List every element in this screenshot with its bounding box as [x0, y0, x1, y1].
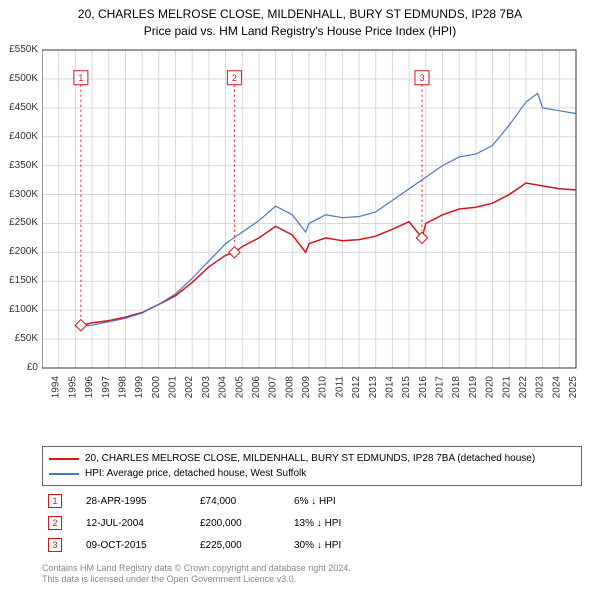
footer-line-2: This data is licensed under the Open Gov… — [42, 574, 351, 586]
y-tick-label: £500K — [9, 73, 38, 84]
sale-date: 12-JUL-2004 — [86, 518, 176, 529]
svg-text:2020: 2020 — [485, 376, 496, 399]
svg-text:2014: 2014 — [384, 376, 395, 399]
title-line-1: 20, CHARLES MELROSE CLOSE, MILDENHALL, B… — [0, 6, 600, 23]
svg-text:1999: 1999 — [134, 376, 145, 399]
sale-marker-icon: 1 — [48, 494, 62, 508]
legend-item-property: 20, CHARLES MELROSE CLOSE, MILDENHALL, B… — [49, 451, 575, 466]
svg-text:2019: 2019 — [468, 376, 479, 399]
y-tick-label: £50K — [15, 333, 38, 344]
y-tick-label: £150K — [9, 275, 38, 286]
legend-label-property: 20, CHARLES MELROSE CLOSE, MILDENHALL, B… — [85, 451, 535, 466]
sale-date: 09-OCT-2015 — [86, 540, 176, 551]
sale-price: £225,000 — [200, 540, 270, 551]
sale-pct: 30% ↓ HPI — [294, 540, 384, 551]
chart-title: 20, CHARLES MELROSE CLOSE, MILDENHALL, B… — [0, 0, 600, 40]
svg-text:2017: 2017 — [435, 376, 446, 399]
y-tick-label: £250K — [9, 217, 38, 228]
y-tick-label: £100K — [9, 304, 38, 315]
svg-text:2010: 2010 — [318, 376, 329, 399]
svg-text:2011: 2011 — [334, 376, 345, 398]
svg-text:2001: 2001 — [168, 376, 179, 399]
sales-table: 1 28-APR-1995 £74,000 6% ↓ HPI 2 12-JUL-… — [42, 490, 582, 556]
svg-text:2009: 2009 — [301, 376, 312, 399]
svg-text:2015: 2015 — [401, 376, 412, 399]
footer-line-1: Contains HM Land Registry data © Crown c… — [42, 563, 351, 575]
footer: Contains HM Land Registry data © Crown c… — [42, 563, 351, 586]
chart-container: 20, CHARLES MELROSE CLOSE, MILDENHALL, B… — [0, 0, 600, 590]
table-row: 1 28-APR-1995 £74,000 6% ↓ HPI — [42, 490, 582, 512]
svg-text:1994: 1994 — [51, 376, 62, 399]
svg-text:1993: 1993 — [42, 376, 45, 399]
svg-text:2002: 2002 — [184, 376, 195, 399]
svg-text:1997: 1997 — [101, 376, 112, 399]
svg-text:2005: 2005 — [234, 376, 245, 399]
svg-text:2021: 2021 — [501, 376, 512, 399]
y-tick-label: £200K — [9, 246, 38, 257]
svg-text:1995: 1995 — [67, 376, 78, 399]
sale-pct: 13% ↓ HPI — [294, 518, 384, 529]
legend-item-hpi: HPI: Average price, detached house, West… — [49, 466, 575, 481]
table-row: 3 09-OCT-2015 £225,000 30% ↓ HPI — [42, 534, 582, 556]
sale-price: £74,000 — [200, 496, 270, 507]
svg-text:2004: 2004 — [218, 376, 229, 399]
svg-text:2012: 2012 — [351, 376, 362, 399]
y-tick-label: £0 — [27, 362, 38, 373]
sale-marker-icon: 2 — [48, 516, 62, 530]
sale-date: 28-APR-1995 — [86, 496, 176, 507]
svg-text:2003: 2003 — [201, 376, 212, 399]
sale-pct: 6% ↓ HPI — [294, 496, 384, 507]
svg-text:2024: 2024 — [551, 376, 562, 399]
y-tick-label: £450K — [9, 102, 38, 113]
svg-text:2025: 2025 — [568, 376, 579, 399]
svg-text:2: 2 — [232, 73, 237, 83]
legend-swatch-property — [49, 458, 79, 460]
svg-text:1998: 1998 — [117, 376, 128, 399]
svg-text:1996: 1996 — [84, 376, 95, 399]
svg-text:2016: 2016 — [418, 376, 429, 399]
legend-swatch-hpi — [49, 473, 79, 475]
sale-price: £200,000 — [200, 518, 270, 529]
y-tick-label: £400K — [9, 131, 38, 142]
table-row: 2 12-JUL-2004 £200,000 13% ↓ HPI — [42, 512, 582, 534]
chart-svg: £0£50K£100K£150K£200K£250K£300K£350K£400… — [42, 46, 582, 416]
svg-text:2013: 2013 — [368, 376, 379, 399]
y-tick-label: £350K — [9, 160, 38, 171]
y-tick-label: £300K — [9, 189, 38, 200]
svg-text:2022: 2022 — [518, 376, 529, 399]
sale-marker-icon: 3 — [48, 538, 62, 552]
y-tick-label: £550K — [9, 44, 38, 55]
svg-text:2007: 2007 — [268, 376, 279, 399]
chart-plot-area: £0£50K£100K£150K£200K£250K£300K£350K£400… — [42, 46, 582, 416]
svg-text:2000: 2000 — [151, 376, 162, 399]
legend: 20, CHARLES MELROSE CLOSE, MILDENHALL, B… — [42, 446, 582, 486]
title-line-2: Price paid vs. HM Land Registry's House … — [0, 23, 600, 40]
legend-label-hpi: HPI: Average price, detached house, West… — [85, 466, 306, 481]
svg-text:1: 1 — [78, 73, 83, 83]
svg-text:2008: 2008 — [284, 376, 295, 399]
svg-text:2023: 2023 — [535, 376, 546, 399]
svg-text:2006: 2006 — [251, 376, 262, 399]
svg-text:2018: 2018 — [451, 376, 462, 399]
svg-text:3: 3 — [419, 73, 424, 83]
